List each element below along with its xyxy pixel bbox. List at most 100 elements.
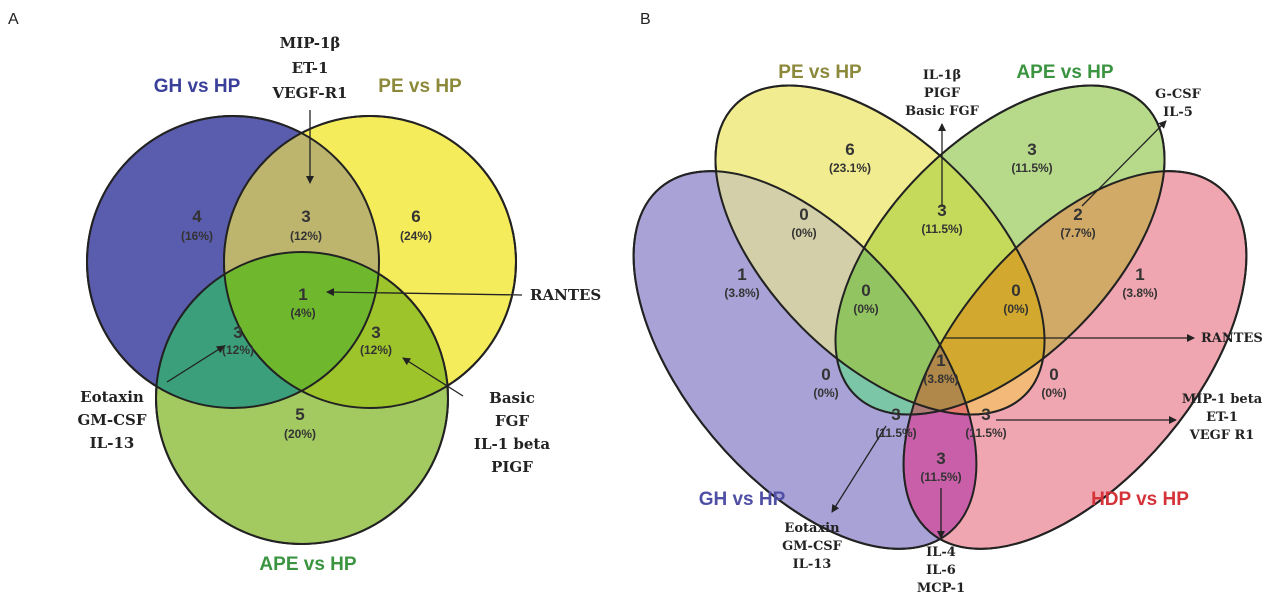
annot-b-all-line-1: RANTES — [1201, 331, 1263, 346]
annot-gh-pe-line-2: ET-1 — [292, 59, 329, 77]
annotation-b-gh-pe-hdp: MIP-1 beta ET-1 VEGF R1 — [996, 392, 1263, 443]
annot-b-gh-pe-hdp-line-2: ET-1 — [1206, 410, 1238, 425]
annot-b-ape-hdp-line-2: IL-5 — [1163, 105, 1193, 120]
annot-b-ape-hdp-line-1: G-CSF — [1155, 87, 1201, 102]
count-b-gh-hdp: 3 — [936, 449, 945, 468]
pct-all: (4%) — [290, 306, 315, 320]
count-pe-ape: 3 — [371, 323, 380, 342]
gh-outline — [86, 115, 380, 409]
count-gh-ape: 3 — [233, 323, 242, 342]
count-ape-only: 5 — [295, 405, 304, 424]
set-label-hdp-b: HDP vs HP — [1091, 489, 1189, 510]
annot-b-gh-hdp-line-1: IL-4 — [926, 545, 956, 560]
pct-b-gh-ape: (0%) — [813, 386, 838, 400]
ape-outline — [834, 84, 1166, 416]
pct-pe-ape: (12%) — [360, 343, 392, 357]
annot-all-line-1: RANTES — [530, 286, 601, 304]
pct-b-gh-pe-hdp: (11.5%) — [965, 426, 1006, 440]
annotation-all: RANTES — [326, 286, 601, 304]
annot-gh-pe-line-1: MIP-1β — [280, 34, 341, 52]
pct-b-gh-pe: (0%) — [791, 226, 816, 240]
set-label-gh: GH vs HP — [154, 76, 241, 97]
pct-b-pe-ape-hdp: (0%) — [1003, 302, 1028, 316]
annotation-gh-ape: Eotaxin GM-CSF IL-13 — [77, 345, 225, 452]
set-label-ape-b: APE vs HP — [1016, 62, 1113, 83]
count-b-gh-pe: 0 — [799, 205, 808, 224]
annotation-b-pe-ape: IL-1β PIGF Basic FGF — [905, 68, 980, 207]
annot-b-pe-ape-line-3: Basic FGF — [905, 104, 979, 119]
pct-gh-pe: (12%) — [290, 229, 322, 243]
pct-b-ape-hdp: (7.7%) — [1060, 226, 1095, 240]
annotation-b-gh-hdp: IL-4 IL-6 MCP-1 — [917, 488, 965, 596]
count-b-hdp-only: 1 — [1135, 265, 1144, 284]
arrow-pe-ape — [402, 357, 464, 397]
annot-gh-ape-line-1: Eotaxin — [80, 388, 144, 406]
count-b-gh-pe-hdp: 3 — [981, 405, 990, 424]
annot-b-gh-pe-hdp-line-3: VEGF R1 — [1189, 428, 1255, 443]
pct-b-gh-hdp: (11.5%) — [920, 470, 961, 484]
panel-a: A GH vs HP PE vs HP APE vs HP 4 (16%) 6 … — [8, 11, 601, 575]
annot-pe-ape-line-4: PIGF — [491, 458, 533, 476]
count-gh-pe: 3 — [301, 207, 310, 226]
pct-gh-only: (16%) — [181, 229, 213, 243]
pct-b-pe-only: (23.1%) — [829, 161, 871, 175]
annot-b-pe-ape-line-2: PIGF — [924, 86, 961, 101]
count-b-ape-only: 3 — [1027, 140, 1036, 159]
gh-outline — [632, 170, 978, 550]
pct-b-gh-pe-ape: (0%) — [853, 302, 878, 316]
panel-b-label: B — [640, 11, 651, 28]
set-label-pe-b: PE vs HP — [778, 62, 862, 83]
count-gh-only: 4 — [192, 207, 202, 226]
annotation-b-gh-ape-hdp: Eotaxin GM-CSF IL-13 — [782, 425, 887, 572]
set-label-gh-b: GH vs HP — [699, 489, 786, 510]
pct-b-gh-only: (3.8%) — [724, 286, 759, 300]
pct-b-gh-ape-hdp: (11.5%) — [875, 426, 916, 440]
count-b-pe-hdp: 0 — [1049, 365, 1058, 384]
count-b-gh-only: 1 — [737, 265, 746, 284]
count-b-pe-ape-hdp: 0 — [1011, 281, 1020, 300]
pct-gh-ape: (12%) — [222, 343, 254, 357]
pct-b-hdp-only: (3.8%) — [1122, 286, 1157, 300]
count-b-gh-ape: 0 — [821, 365, 830, 384]
pe-outline — [223, 115, 517, 409]
annotation-gh-pe: MIP-1β ET-1 VEGF-R1 — [272, 34, 348, 184]
annotation-pe-ape: Basic FGF IL-1 beta PIGF — [402, 357, 550, 476]
annot-b-gh-hdp-line-3: MCP-1 — [917, 581, 965, 596]
ape-outline — [155, 251, 449, 545]
pct-b-ape-only: (11.5%) — [1011, 161, 1052, 175]
annot-pe-ape-line-2: FGF — [495, 412, 529, 430]
count-all: 1 — [298, 285, 307, 304]
count-b-gh-pe-ape: 0 — [861, 281, 870, 300]
set-label-pe: PE vs HP — [378, 76, 462, 97]
count-b-ape-hdp: 2 — [1073, 205, 1082, 224]
pct-b-pe-ape: (11.5%) — [921, 222, 962, 236]
pct-b-pe-hdp: (0%) — [1041, 386, 1066, 400]
hdp-outline — [902, 170, 1248, 550]
arrow-gh-ape — [166, 345, 225, 383]
arrow-b-ape-hdp — [1081, 120, 1167, 207]
annot-b-gh-hdp-line-2: IL-6 — [926, 563, 956, 578]
count-b-pe-only: 6 — [845, 140, 854, 159]
annotation-b-all: RANTES — [943, 331, 1263, 346]
annot-b-pe-ape-line-1: IL-1β — [923, 68, 961, 83]
annot-pe-ape-line-1: Basic — [489, 389, 535, 407]
annot-gh-ape-line-3: IL-13 — [90, 434, 135, 452]
annotation-b-ape-hdp: G-CSF IL-5 — [1081, 87, 1202, 207]
pe-outline — [714, 84, 1046, 416]
count-b-gh-ape-hdp: 3 — [891, 405, 900, 424]
annot-b-gh-pe-hdp-line-1: MIP-1 beta — [1182, 392, 1263, 407]
annot-b-gh-ape-hdp-line-2: GM-CSF — [782, 539, 843, 554]
annot-gh-pe-line-3: VEGF-R1 — [272, 84, 348, 102]
set-label-ape: APE vs HP — [259, 554, 356, 575]
count-b-pe-ape: 3 — [937, 201, 946, 220]
arrow-all — [326, 288, 523, 297]
arrow-b-gh-ape-hdp — [831, 425, 887, 513]
pct-pe-only: (24%) — [400, 229, 432, 243]
panel-b: B — [632, 11, 1263, 596]
count-pe-only: 6 — [411, 207, 420, 226]
pct-ape-only: (20%) — [284, 427, 316, 441]
annot-b-gh-ape-hdp-line-1: Eotaxin — [784, 521, 840, 536]
count-b-all: 1 — [936, 351, 945, 370]
annot-gh-ape-line-2: GM-CSF — [77, 411, 146, 429]
